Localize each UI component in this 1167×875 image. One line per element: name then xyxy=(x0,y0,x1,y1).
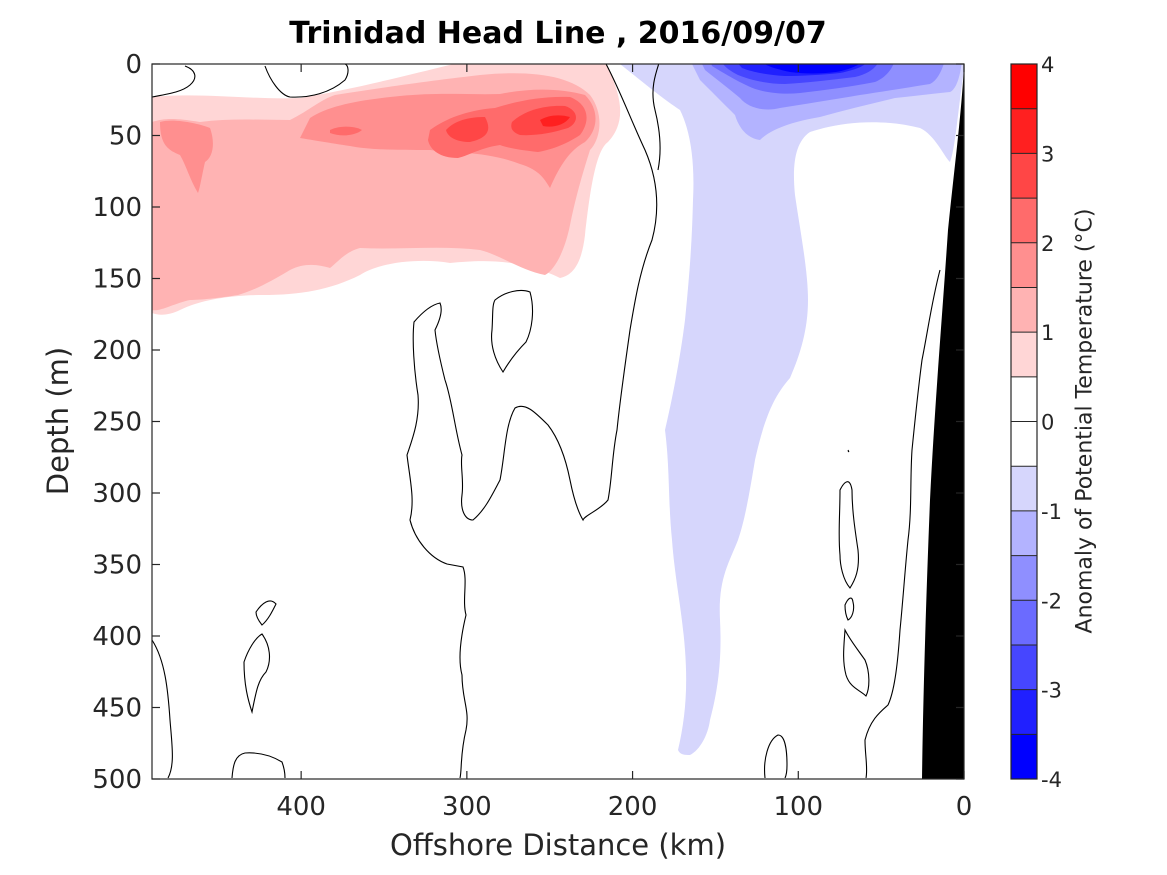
colorbar-box xyxy=(1010,63,1038,780)
warm-anomaly-3p0 xyxy=(540,115,570,127)
zero-contour xyxy=(652,64,661,171)
y-tick-label: 450 xyxy=(92,694,142,724)
colorbar-tick-label: 4 xyxy=(1041,53,1054,77)
x-axis-label: Offshore Distance (km) xyxy=(389,828,727,862)
y-tick-label: 200 xyxy=(92,336,142,366)
y-tick-label: 400 xyxy=(92,622,142,652)
colorbar-tick-label: -2 xyxy=(1041,589,1062,613)
colorbar-segment xyxy=(1011,734,1037,779)
y-axis-label: Depth (m) xyxy=(41,346,75,496)
colorbar-tick-label: 1 xyxy=(1041,321,1054,345)
zero-contour xyxy=(847,449,850,453)
zero-contour xyxy=(152,639,173,779)
zero-contour xyxy=(264,64,349,98)
colorbar-tick-label: 3 xyxy=(1041,142,1054,166)
y-tick-label: 300 xyxy=(92,479,142,509)
x-tick-label: 300 xyxy=(442,792,492,822)
y-tick-label: 350 xyxy=(92,551,142,581)
colorbar-segment xyxy=(1011,600,1037,645)
zero-contour xyxy=(152,65,196,98)
x-tick-label: 200 xyxy=(608,792,658,822)
zero-contour xyxy=(243,633,271,715)
colorbar-segment xyxy=(1011,64,1037,109)
cold-anomaly-0p5 xyxy=(620,64,964,755)
colorbar-segment xyxy=(1011,242,1037,288)
colorbar-tick-label: -4 xyxy=(1041,768,1062,792)
x-tick-label: 100 xyxy=(773,792,823,822)
zero-contour xyxy=(764,734,788,779)
colorbar-tick-label: 2 xyxy=(1041,232,1054,256)
x-tick-label: 400 xyxy=(276,792,326,822)
x-tick-label: 0 xyxy=(956,792,973,822)
colorbar-segment xyxy=(1011,153,1037,199)
colorbar-tick-label: -1 xyxy=(1041,500,1062,524)
cold-anomaly-3p5 xyxy=(764,64,860,74)
colorbar-segment xyxy=(1011,555,1037,601)
zero-contour xyxy=(255,600,277,626)
colorbar-segment xyxy=(1011,510,1037,556)
y-tick-label: 250 xyxy=(92,408,142,438)
colorbar-segment xyxy=(1011,466,1037,511)
y-axis: 0 50 100 150 200 250 300 350 400 450 500 xyxy=(92,50,964,795)
y-tick-label: 0 xyxy=(125,50,142,80)
y-tick-label: 50 xyxy=(109,122,142,152)
colorbar-label: Anomaly of Potential Temperature (°C) xyxy=(1072,208,1098,634)
zero-contour xyxy=(838,481,859,589)
colorbar-segment xyxy=(1011,421,1037,467)
colorbar-segment xyxy=(1011,332,1037,377)
y-tick-label: 150 xyxy=(92,265,142,295)
colorbar: 4 3 2 1 0 -1 -2 -3 -4 xyxy=(1010,53,1062,792)
colorbar-tick-label: -3 xyxy=(1041,679,1062,703)
colorbar-segment xyxy=(1011,108,1037,154)
colorbar-segment xyxy=(1011,287,1037,333)
colorbar-segment xyxy=(1011,644,1037,690)
zero-contour xyxy=(491,289,534,374)
x-axis: 400 300 200 100 0 xyxy=(276,64,972,822)
zero-contour xyxy=(843,627,870,697)
contour-field xyxy=(152,64,964,779)
zero-contour xyxy=(864,269,941,779)
zero-contour xyxy=(231,752,286,779)
warm-anomaly-2p0b xyxy=(330,126,362,136)
colorbar-segment xyxy=(1011,198,1037,243)
warm-anomaly-1p5b xyxy=(160,120,213,193)
colorbar-segment xyxy=(1011,689,1037,735)
colorbar-tick-label: 0 xyxy=(1041,411,1054,435)
y-tick-label: 500 xyxy=(92,765,142,795)
seafloor-shelf xyxy=(922,64,964,779)
zero-contour xyxy=(844,597,855,621)
zero-contours xyxy=(152,64,941,779)
y-tick-label: 100 xyxy=(92,193,142,223)
warm-anomaly-2p5 xyxy=(446,117,489,142)
chart-title: Trinidad Head Line , 2016/09/07 xyxy=(289,16,827,51)
zero-contour xyxy=(406,64,658,779)
colorbar-segment xyxy=(1011,376,1037,422)
